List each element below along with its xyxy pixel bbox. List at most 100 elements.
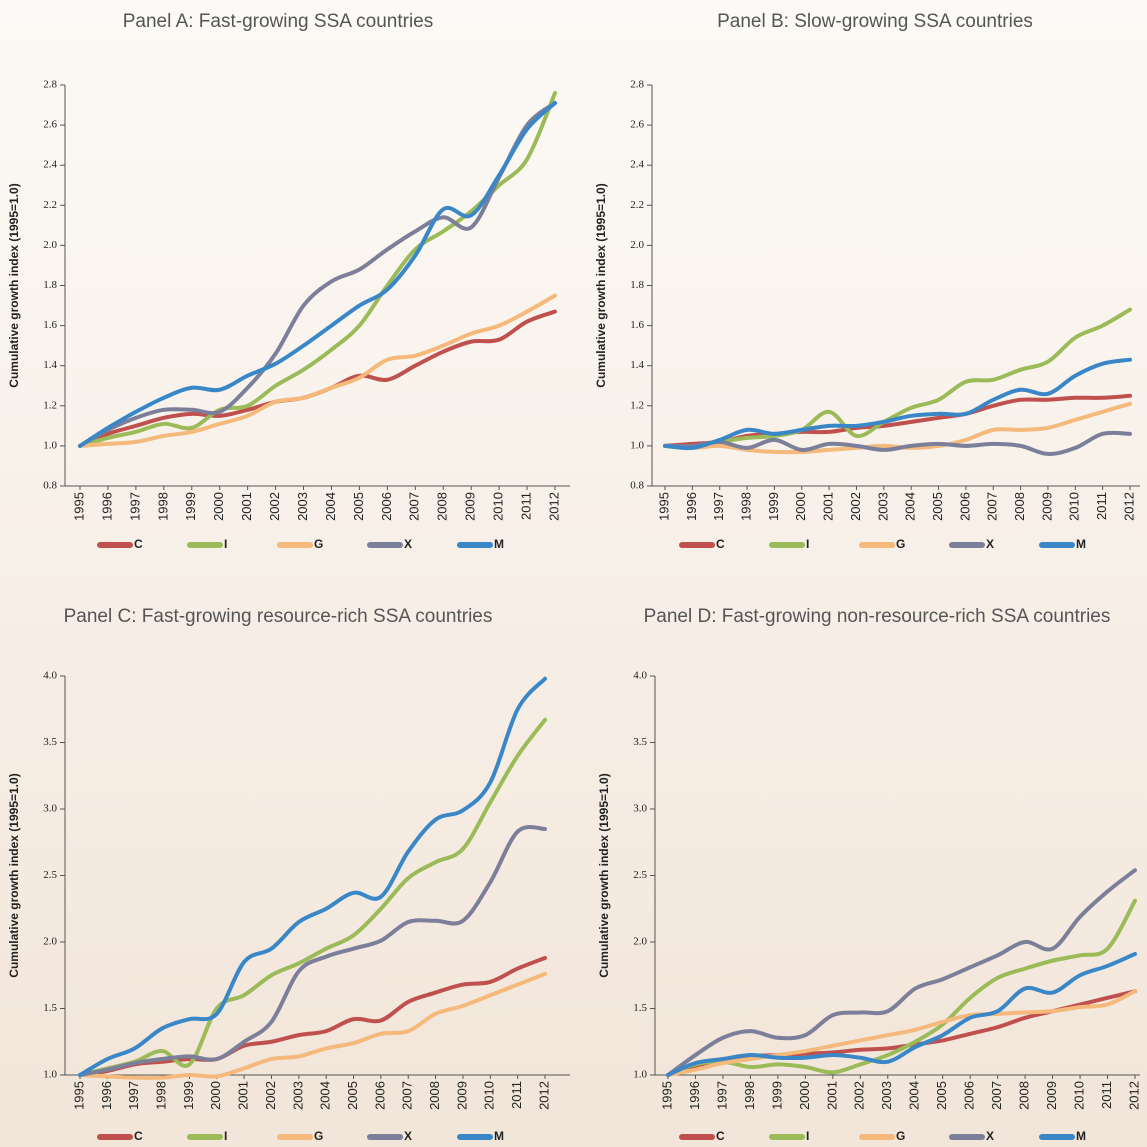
panel-title: Panel A: Fast-growing SSA countries [123,11,434,32]
x-tick-label: 2002 [267,492,282,521]
x-tick-label: 1995 [71,1081,86,1110]
legend-label: X [404,1129,412,1143]
x-tick-label: 1999 [766,492,781,521]
x-tick-label: 2011 [509,1081,524,1109]
x-tick-label: 2007 [400,1081,415,1110]
panel-title: Panel C: Fast-growing resource-rich SSA … [64,606,493,627]
x-tick-label: 2000 [208,1081,223,1110]
panel-title: Panel D: Fast-growing non-resource-rich … [644,606,1111,627]
x-tick-label: 2006 [957,492,972,521]
x-tick-label: 2001 [821,492,836,521]
x-tick-label: 2007 [985,492,1000,521]
y-tick-label: 1.0 [630,439,644,451]
y-tick-label: 2.4 [43,159,57,171]
legend-label: M [1076,1129,1086,1143]
y-tick-label: 0.8 [43,480,57,492]
x-tick-label: 2012 [1121,492,1136,521]
legend-label: C [134,1129,143,1143]
y-tick-label: 1.5 [633,1002,647,1014]
legend-label: G [314,1129,323,1143]
legend-label: C [716,1129,725,1143]
x-tick-label: 2007 [407,492,422,521]
x-tick-label: 2005 [930,492,945,521]
legend-label: I [806,537,809,551]
series-line [78,824,547,1077]
series-line [663,357,1132,451]
x-tick-label: 2002 [263,1081,278,1110]
series-line [666,951,1137,1077]
x-tick-label: 1999 [183,492,198,521]
x-tick-label: 2002 [852,1081,867,1110]
x-tick-label: 2008 [435,492,450,521]
x-tick-label: 2003 [875,492,890,521]
series-line [663,307,1132,451]
series-line [78,101,557,448]
y-tick-label: 2.8 [630,79,644,91]
series-line [78,971,547,1080]
series-line [78,955,547,1077]
x-tick-label: 1998 [155,492,170,521]
x-tick-label: 2003 [879,1081,894,1110]
y-tick-label: 2.5 [43,869,57,881]
x-tick-label: 2001 [824,1081,839,1110]
series-line [78,293,557,448]
x-tick-label: 1995 [656,492,671,521]
y-tick-label: 2.6 [630,119,644,131]
y-axis-title: Cumulative growth index (1995=1.0) [7,183,21,387]
x-tick-label: 2012 [546,492,561,521]
y-tick-label: 1.0 [633,1069,647,1081]
x-tick-label: 1997 [126,1081,141,1110]
x-tick-label: 2005 [345,1081,360,1110]
legend-label: G [314,537,323,551]
legend-label: G [896,537,905,551]
x-tick-label: 2000 [211,492,226,521]
y-tick-label: 1.4 [43,359,57,371]
series-line [663,430,1132,456]
y-tick-label: 2.0 [633,936,647,948]
y-tick-label: 0.8 [630,480,644,492]
x-tick-label: 1999 [769,1081,784,1110]
legend-label: X [404,537,412,551]
y-tick-label: 3.0 [633,803,647,815]
x-tick-label: 2003 [295,492,310,521]
y-tick-label: 1.4 [630,359,644,371]
y-tick-label: 1.0 [43,1069,57,1081]
y-tick-label: 1.6 [43,319,57,331]
x-tick-label: 2004 [907,1081,922,1110]
x-tick-label: 1998 [738,492,753,521]
y-tick-label: 3.0 [43,803,57,815]
x-tick-label: 1997 [127,492,142,521]
x-tick-label: 2009 [1044,1081,1059,1110]
x-tick-label: 1996 [684,492,699,521]
x-tick-label: 2010 [491,492,506,521]
x-tick-label: 2011 [1099,1081,1114,1109]
x-tick-label: 2009 [1039,492,1054,521]
x-tick-label: 2001 [239,492,254,521]
x-tick-label: 2005 [934,1081,949,1110]
x-tick-label: 2011 [1094,492,1109,520]
x-tick-label: 2006 [379,492,394,521]
legend-label: X [986,537,994,551]
y-tick-label: 1.2 [630,399,644,411]
y-axis-title: Cumulative growth index (1995=1.0) [7,773,21,977]
y-tick-label: 1.5 [43,1002,57,1014]
series-line [78,676,547,1077]
x-tick-label: 2000 [793,492,808,521]
legend-label: I [224,1129,227,1143]
series-line [78,717,547,1077]
y-tick-label: 2.0 [43,239,57,251]
panel-title: Panel B: Slow-growing SSA countries [717,11,1033,32]
y-axis-title: Cumulative growth index (1995=1.0) [594,183,608,387]
x-tick-label: 2006 [962,1081,977,1110]
x-tick-label: 2009 [463,492,478,521]
x-tick-label: 2005 [351,492,366,521]
x-tick-label: 2011 [518,492,533,520]
x-tick-label: 2004 [318,1081,333,1110]
x-tick-label: 2002 [848,492,863,521]
legend-label: C [134,537,143,551]
legend-label: M [494,537,504,551]
x-tick-label: 2000 [797,1081,812,1110]
x-tick-label: 1997 [711,492,726,521]
legend-label: X [986,1129,994,1143]
